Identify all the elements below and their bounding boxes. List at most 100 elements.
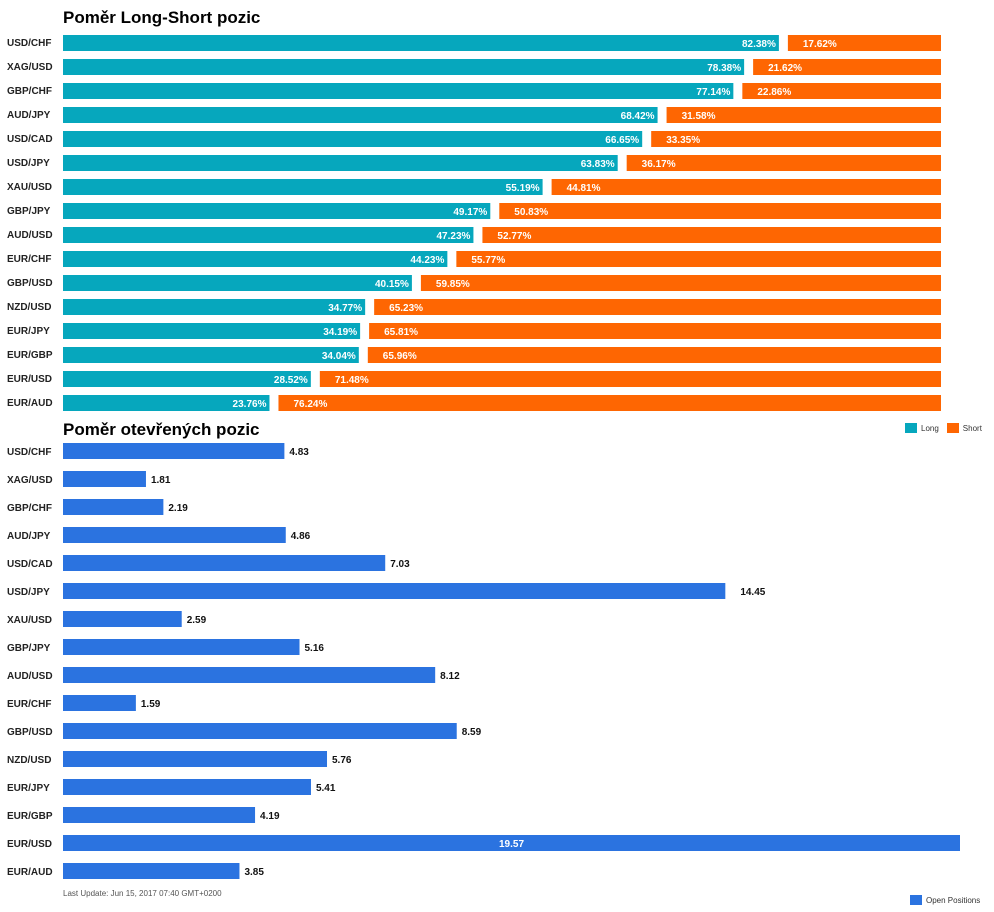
short-bar xyxy=(369,323,942,339)
open-positions-value-label: 8.59 xyxy=(462,727,482,738)
open-positions-bar xyxy=(63,723,457,739)
short-bar xyxy=(374,299,941,315)
last-update-text: Last Update: Jun 15, 2017 07:40 GMT+0200 xyxy=(63,889,222,898)
category-label: EUR/AUD xyxy=(7,867,53,878)
open-positions-value-label: 1.59 xyxy=(141,699,161,710)
short-bar xyxy=(666,107,941,123)
chart-title-long-short: Poměr Long-Short pozic xyxy=(63,8,261,27)
category-label: USD/JPY xyxy=(7,587,50,598)
open-positions-value-label: 1.81 xyxy=(151,475,171,486)
open-positions-value-label: 7.03 xyxy=(390,559,410,570)
open-positions-bar xyxy=(63,555,386,571)
short-value-label: 36.17% xyxy=(642,159,676,170)
long-value-label: 82.38% xyxy=(742,39,776,50)
long-bar xyxy=(63,131,643,147)
legend-swatch-long xyxy=(905,423,917,433)
category-label: XAG/USD xyxy=(7,475,53,486)
category-label: EUR/CHF xyxy=(7,699,51,710)
long-bar xyxy=(63,107,658,123)
long-bar xyxy=(63,203,491,219)
short-value-label: 21.62% xyxy=(768,63,802,74)
category-label: EUR/AUD xyxy=(7,398,53,409)
open-positions-value-label: 5.16 xyxy=(305,643,325,654)
open-positions-bar xyxy=(63,863,240,879)
legend-swatch-open xyxy=(910,895,922,905)
long-bar xyxy=(63,179,543,195)
legend-label-long: Long xyxy=(921,423,939,433)
long-bar xyxy=(63,371,311,387)
category-label: XAU/USD xyxy=(7,182,52,193)
open-positions-value-label: 19.57 xyxy=(499,839,524,850)
short-value-label: 65.96% xyxy=(383,351,417,362)
category-label: GBP/JPY xyxy=(7,206,51,217)
long-bar xyxy=(63,299,366,315)
open-positions-value-label: 14.45 xyxy=(740,587,765,598)
open-positions-bar xyxy=(63,667,436,683)
open-positions-value-label: 2.59 xyxy=(187,615,207,626)
long-value-label: 66.65% xyxy=(605,135,639,146)
long-bar xyxy=(63,35,779,51)
long-value-label: 34.04% xyxy=(322,351,356,362)
category-label: AUD/JPY xyxy=(7,531,51,542)
long-bar xyxy=(63,347,359,363)
category-label: EUR/USD xyxy=(7,839,52,850)
long-value-label: 78.38% xyxy=(707,63,741,74)
chart-title-open-positions: Poměr otevřených pozic xyxy=(63,420,260,439)
open-positions-value-label: 2.19 xyxy=(168,503,188,514)
long-value-label: 34.77% xyxy=(328,303,362,314)
long-bar xyxy=(63,83,734,99)
category-label: EUR/CHF xyxy=(7,254,51,265)
short-value-label: 22.86% xyxy=(757,87,791,98)
long-bar xyxy=(63,275,412,291)
short-value-label: 17.62% xyxy=(803,39,837,50)
long-short-chart: USD/CHF 82.38% 17.62% XAG/USD 78.38% 21.62% GB… xyxy=(7,35,942,411)
long-value-label: 40.15% xyxy=(375,279,409,290)
open-positions-bar xyxy=(63,639,300,655)
open-positions-value-label: 4.19 xyxy=(260,811,280,822)
long-value-label: 28.52% xyxy=(274,375,308,386)
category-label: USD/CHF xyxy=(7,38,51,49)
short-bar xyxy=(420,275,941,291)
category-label: EUR/GBP xyxy=(7,811,53,822)
open-positions-bar xyxy=(63,835,960,851)
legend-swatch-short xyxy=(946,423,959,433)
category-label: XAU/USD xyxy=(7,615,52,626)
category-label: USD/CAD xyxy=(7,134,53,145)
short-value-label: 65.81% xyxy=(384,327,418,338)
category-label: USD/CAD xyxy=(7,559,53,570)
open-positions-value-label: 8.12 xyxy=(440,671,460,682)
long-value-label: 77.14% xyxy=(696,87,730,98)
category-label: USD/CHF xyxy=(7,447,51,458)
open-positions-value-label: 4.83 xyxy=(289,447,309,458)
category-label: EUR/JPY xyxy=(7,326,50,337)
short-value-label: 59.85% xyxy=(436,279,470,290)
short-value-label: 52.77% xyxy=(497,231,531,242)
long-value-label: 68.42% xyxy=(621,111,655,122)
category-label: EUR/USD xyxy=(7,374,52,385)
category-label: AUD/USD xyxy=(7,671,53,682)
short-bar xyxy=(551,179,941,195)
open-positions-bar xyxy=(63,527,286,543)
open-positions-bar xyxy=(63,583,726,599)
open-positions-bar xyxy=(63,499,164,515)
category-label: NZD/USD xyxy=(7,302,51,313)
short-bar xyxy=(456,251,941,267)
short-bar xyxy=(651,131,941,147)
short-bar xyxy=(787,35,941,51)
open-positions-value-label: 4.86 xyxy=(291,531,311,542)
category-label: GBP/JPY xyxy=(7,643,51,654)
category-label: GBP/USD xyxy=(7,278,53,289)
short-value-label: 71.48% xyxy=(335,375,369,386)
open-positions-bar xyxy=(63,779,311,795)
open-positions-value-label: 3.85 xyxy=(244,867,264,878)
short-value-label: 33.35% xyxy=(666,135,700,146)
long-bar xyxy=(63,251,448,267)
legend-long-short: Long Short xyxy=(905,423,982,433)
long-bar xyxy=(63,227,474,243)
open-positions-bar xyxy=(63,443,285,459)
legend-label-open: Open Positions xyxy=(926,895,981,905)
legend-open-positions: Open Positions xyxy=(910,895,980,905)
long-value-label: 23.76% xyxy=(233,399,267,410)
open-positions-bar xyxy=(63,611,182,627)
